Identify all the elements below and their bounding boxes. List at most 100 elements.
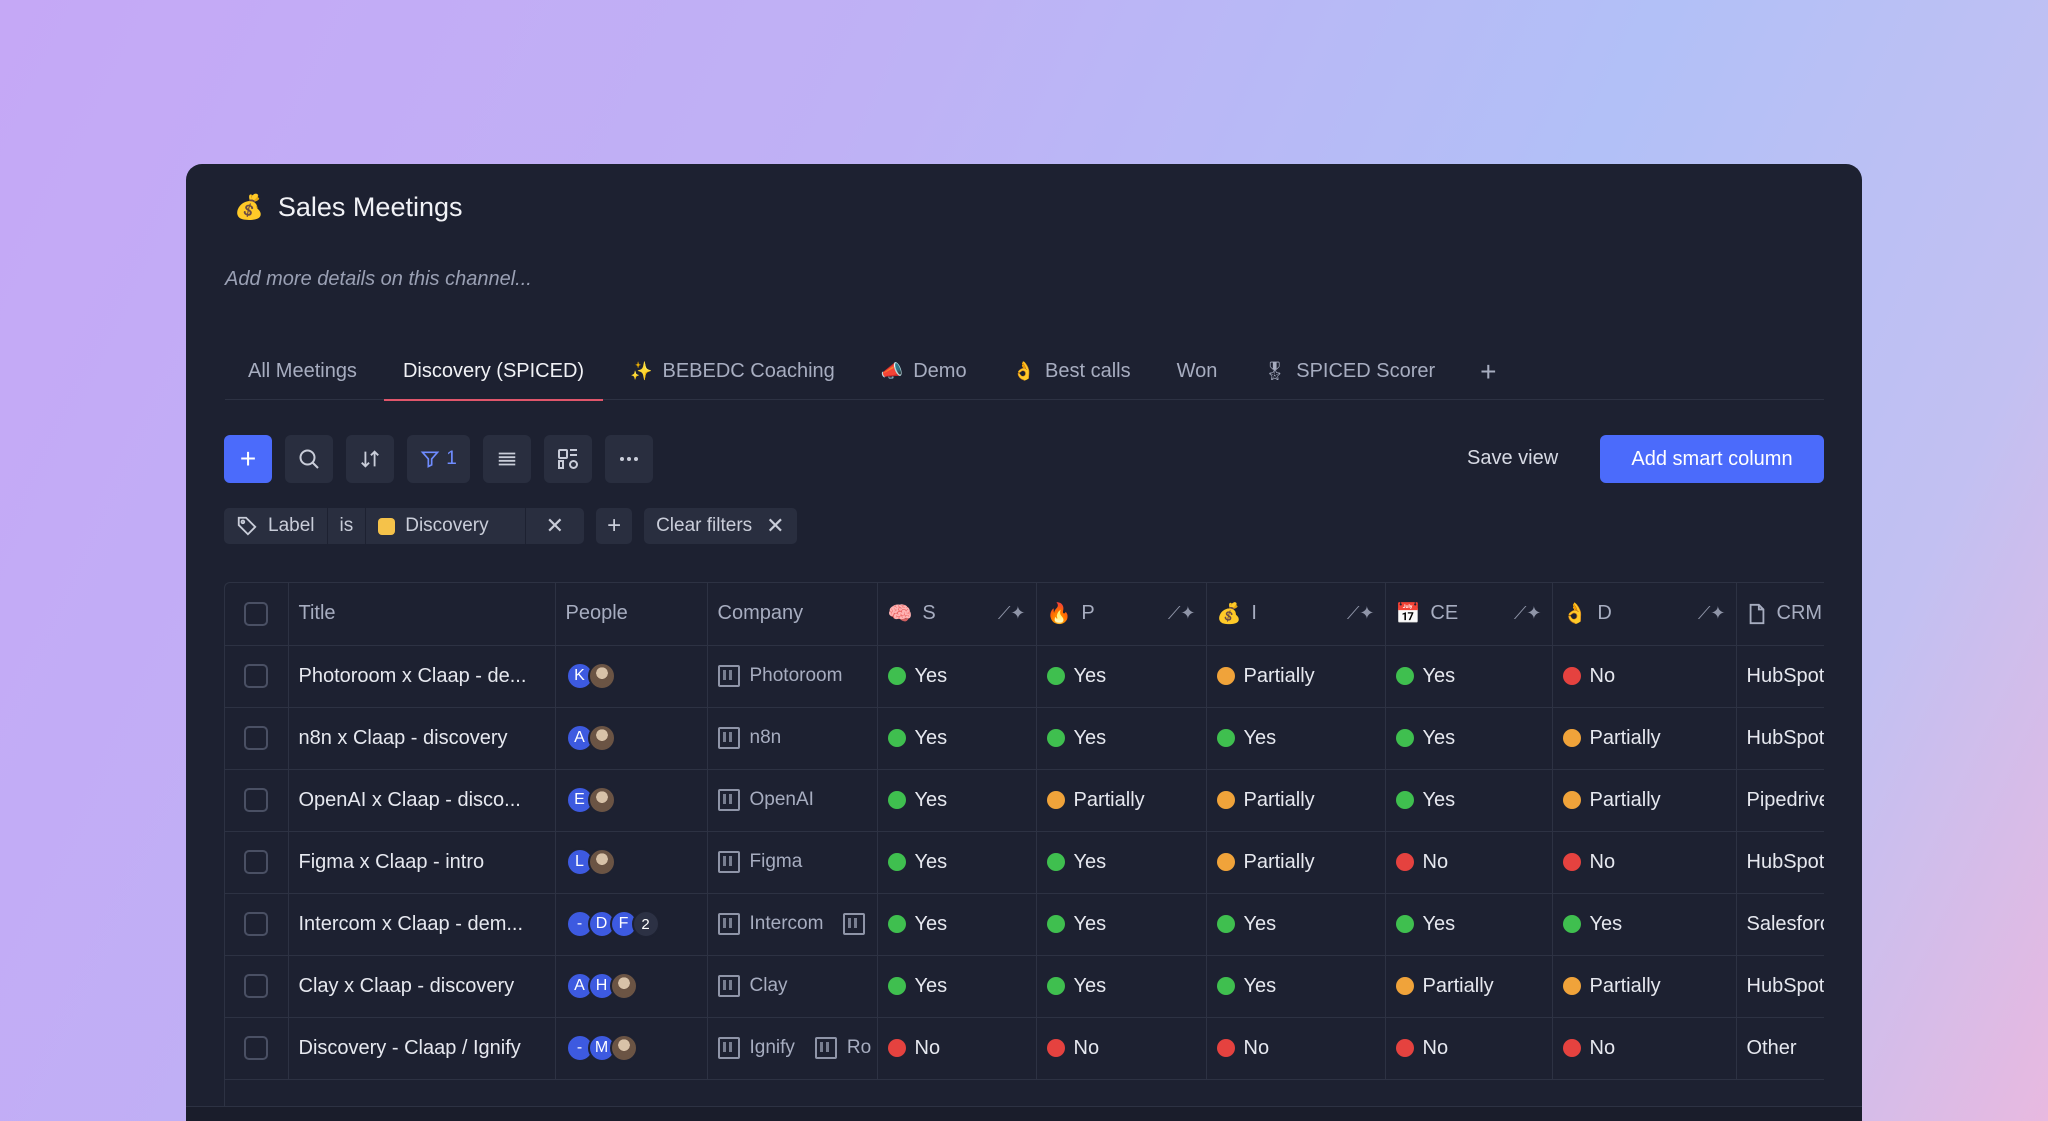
remove-filter-button[interactable]: ✕ xyxy=(526,508,584,544)
cell-ce[interactable]: Yes xyxy=(1385,645,1553,708)
magic-wand-icon[interactable]: ⟋✦ xyxy=(1346,603,1375,624)
cell-i[interactable]: No xyxy=(1206,1017,1386,1080)
cell-title[interactable]: Photoroom x Claap - de... xyxy=(288,645,556,708)
column-header-company[interactable]: Company xyxy=(707,583,878,646)
row-checkbox[interactable] xyxy=(225,1017,289,1080)
row-checkbox[interactable] xyxy=(225,831,289,894)
cell-p[interactable]: Yes xyxy=(1036,831,1207,894)
tab-demo[interactable]: 📣 Demo xyxy=(880,360,967,382)
column-header-crm[interactable]: CRM xyxy=(1736,583,1824,646)
more-options-button[interactable] xyxy=(605,435,653,483)
cell-title[interactable]: Clay x Claap - discovery xyxy=(288,955,556,1018)
cell-title[interactable]: Intercom x Claap - dem... xyxy=(288,893,556,956)
cell-p[interactable]: Partially xyxy=(1036,769,1207,832)
cell-ce[interactable]: No xyxy=(1385,1017,1553,1080)
cell-ce[interactable]: Yes xyxy=(1385,893,1553,956)
cell-company[interactable]: Clay xyxy=(707,955,878,1018)
filter-field[interactable]: Label xyxy=(224,508,328,544)
cell-i[interactable]: Yes xyxy=(1206,955,1386,1018)
cell-p[interactable]: Yes xyxy=(1036,893,1207,956)
cell-ce[interactable]: No xyxy=(1385,831,1553,894)
cell-crm[interactable]: Salesforce xyxy=(1736,893,1824,956)
cell-ce[interactable]: Partially xyxy=(1385,955,1553,1018)
cell-i[interactable]: Partially xyxy=(1206,769,1386,832)
cell-title[interactable]: n8n x Claap - discovery xyxy=(288,707,556,770)
cell-s[interactable]: Yes xyxy=(877,769,1037,832)
cell-title[interactable]: Figma x Claap - intro xyxy=(288,831,556,894)
channel-description[interactable]: Add more details on this channel... xyxy=(225,268,532,290)
row-density-button[interactable] xyxy=(483,435,531,483)
cell-p[interactable]: Yes xyxy=(1036,955,1207,1018)
cell-s[interactable]: Yes xyxy=(877,831,1037,894)
cell-i[interactable]: Yes xyxy=(1206,893,1386,956)
cell-ce[interactable]: Yes xyxy=(1385,769,1553,832)
cell-d[interactable]: Yes xyxy=(1552,893,1737,956)
magic-wand-icon[interactable]: ⟋✦ xyxy=(1513,603,1542,624)
cell-company[interactable]: Figma xyxy=(707,831,878,894)
column-header-s[interactable]: 🧠 S ⟋✦ xyxy=(877,583,1037,646)
table-row[interactable]: Photoroom x Claap - de... K Photoroom Yes Ye… xyxy=(225,645,1824,708)
magic-wand-icon[interactable]: ⟋✦ xyxy=(1167,603,1196,624)
column-header-p[interactable]: 🔥 P ⟋✦ xyxy=(1036,583,1207,646)
cell-i[interactable]: Partially xyxy=(1206,831,1386,894)
cell-people[interactable]: -M xyxy=(555,1017,708,1080)
table-row[interactable]: OpenAI x Claap - disco... E OpenAI Yes Parti… xyxy=(225,769,1824,832)
row-checkbox[interactable] xyxy=(225,955,289,1018)
row-checkbox[interactable] xyxy=(225,707,289,770)
cell-company[interactable]: Intercom xyxy=(707,893,878,956)
cell-crm[interactable]: Other xyxy=(1736,1017,1824,1080)
save-view-button[interactable]: Save view xyxy=(1467,447,1559,469)
filter-operator[interactable]: is xyxy=(328,508,367,544)
cell-title[interactable]: OpenAI x Claap - disco... xyxy=(288,769,556,832)
table-row[interactable]: Discovery - Claap / Ignify - M Ignify Ro No No… xyxy=(225,1017,1824,1080)
table-row[interactable]: Intercom x Claap - dem... - D F 2 Intercom Yes… xyxy=(225,893,1824,956)
tab-bebedc-coaching[interactable]: ✨ BEBEDC Coaching xyxy=(630,360,835,382)
search-button[interactable] xyxy=(285,435,333,483)
row-checkbox[interactable] xyxy=(225,769,289,832)
cell-title[interactable]: Discovery - Claap / Ignify xyxy=(288,1017,556,1080)
cell-people[interactable]: A xyxy=(555,707,708,770)
column-header-d[interactable]: 👌 D ⟋✦ xyxy=(1552,583,1737,646)
magic-wand-icon[interactable]: ⟋✦ xyxy=(1697,603,1726,624)
cell-p[interactable]: No xyxy=(1036,1017,1207,1080)
tab-all-meetings[interactable]: All Meetings xyxy=(248,360,357,382)
cell-d[interactable]: No xyxy=(1552,645,1737,708)
cell-company[interactable]: n8n xyxy=(707,707,878,770)
cell-company[interactable]: OpenAI xyxy=(707,769,878,832)
cell-i[interactable]: Partially xyxy=(1206,645,1386,708)
cell-s[interactable]: Yes xyxy=(877,707,1037,770)
tab-discovery-spiced[interactable]: Discovery (SPICED) xyxy=(380,344,607,401)
cell-d[interactable]: No xyxy=(1552,1017,1737,1080)
cell-d[interactable]: Partially xyxy=(1552,769,1737,832)
select-all-checkbox[interactable] xyxy=(225,583,289,646)
tab-best-calls[interactable]: 👌 Best calls xyxy=(1012,360,1131,382)
row-checkbox[interactable] xyxy=(225,893,289,956)
row-checkbox[interactable] xyxy=(225,645,289,708)
add-view-button[interactable]: + xyxy=(1480,355,1497,387)
column-header-people[interactable]: People xyxy=(555,583,708,646)
column-header-ce[interactable]: 📅 CE ⟋✦ xyxy=(1385,583,1553,646)
page-title[interactable]: Sales Meetings xyxy=(277,192,463,222)
tab-spiced-scorer[interactable]: 🎖 SPICED Scorer xyxy=(1263,360,1436,382)
tab-won[interactable]: Won xyxy=(1176,360,1218,382)
cell-people[interactable]: E xyxy=(555,769,708,832)
add-smart-column-button[interactable]: Add smart column xyxy=(1600,435,1824,483)
filter-button[interactable]: 1 xyxy=(407,435,470,483)
sort-button[interactable] xyxy=(346,435,394,483)
cell-people[interactable]: K xyxy=(555,645,708,708)
cell-i[interactable]: Yes xyxy=(1206,707,1386,770)
filter-value[interactable]: Discovery xyxy=(366,508,526,544)
layout-button[interactable] xyxy=(544,435,592,483)
cell-people[interactable]: L xyxy=(555,831,708,894)
cell-d[interactable]: Partially xyxy=(1552,707,1737,770)
cell-crm[interactable]: HubSpot xyxy=(1736,645,1824,708)
add-filter-button[interactable]: + xyxy=(596,508,633,544)
cell-d[interactable]: Partially xyxy=(1552,955,1737,1018)
column-header-title[interactable]: Title xyxy=(288,583,556,646)
cell-crm[interactable]: HubSpot xyxy=(1736,831,1824,894)
cell-p[interactable]: Yes xyxy=(1036,707,1207,770)
cell-s[interactable]: Yes xyxy=(877,645,1037,708)
table-row[interactable]: Clay x Claap - discovery A H Clay Yes Yes Yes P… xyxy=(225,955,1824,1018)
